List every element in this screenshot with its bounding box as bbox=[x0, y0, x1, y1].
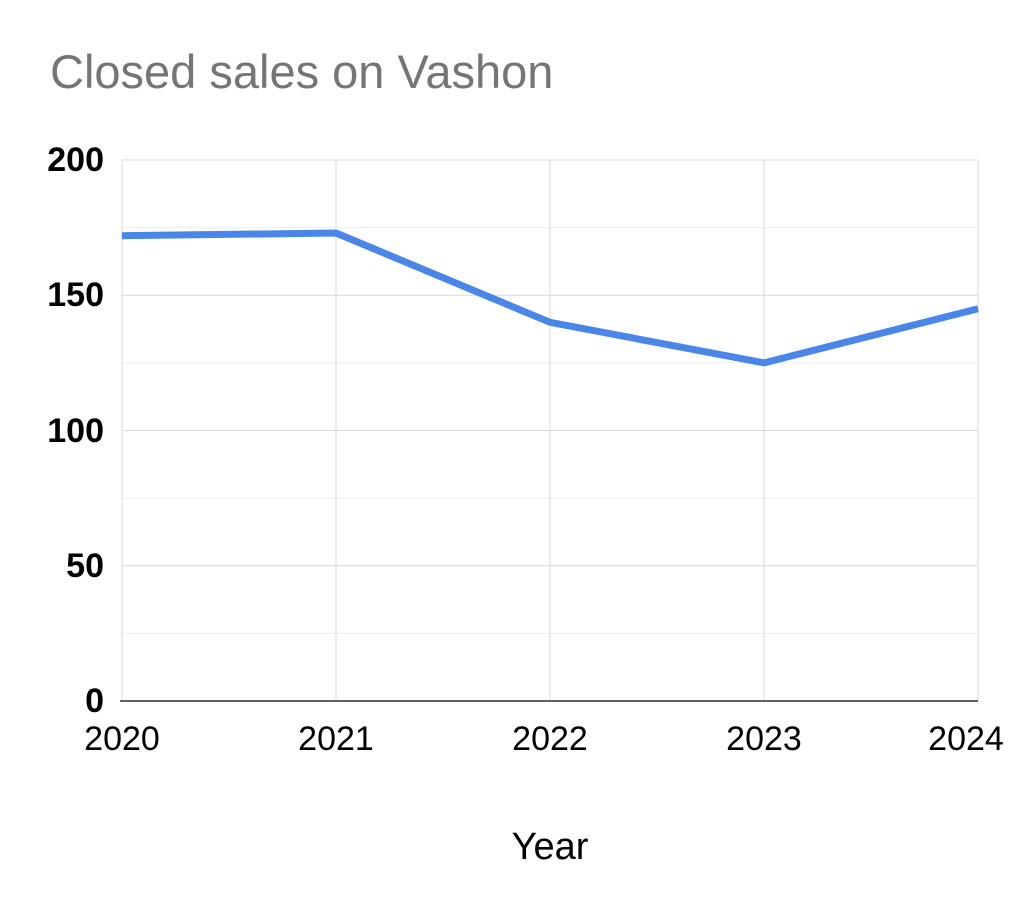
x-axis-title: Year bbox=[511, 826, 589, 868]
y-tick-label: 150 bbox=[47, 276, 104, 315]
series-line-closed-sales bbox=[121, 229, 979, 367]
x-tick-label: 2024 bbox=[928, 720, 1004, 758]
y-tick-label: 0 bbox=[85, 682, 104, 720]
x-tick-label: 2023 bbox=[726, 720, 802, 758]
x-tick-label: 2022 bbox=[512, 720, 588, 758]
x-tick-label: 2021 bbox=[298, 720, 374, 758]
y-tick-label: 200 bbox=[47, 141, 104, 179]
chart-title: Closed sales on Vashon bbox=[50, 45, 554, 98]
y-tick-label: 100 bbox=[47, 411, 104, 450]
x-tick-label: 2020 bbox=[84, 720, 160, 758]
y-tick-label: 50 bbox=[66, 546, 104, 585]
